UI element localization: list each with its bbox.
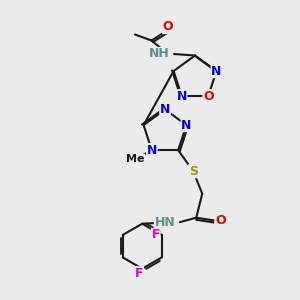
Text: O: O [163,20,173,34]
Text: NH: NH [149,47,170,61]
Text: F: F [135,267,143,280]
Text: S: S [189,165,198,178]
Text: N: N [211,64,222,77]
Text: O: O [215,214,226,227]
Text: Me: Me [126,154,145,164]
Text: N: N [181,118,192,131]
Text: HN: HN [154,216,175,229]
Text: F: F [152,229,160,242]
Text: N: N [177,90,187,103]
Text: N: N [160,103,170,116]
Text: O: O [203,90,214,103]
Text: N: N [147,144,157,157]
